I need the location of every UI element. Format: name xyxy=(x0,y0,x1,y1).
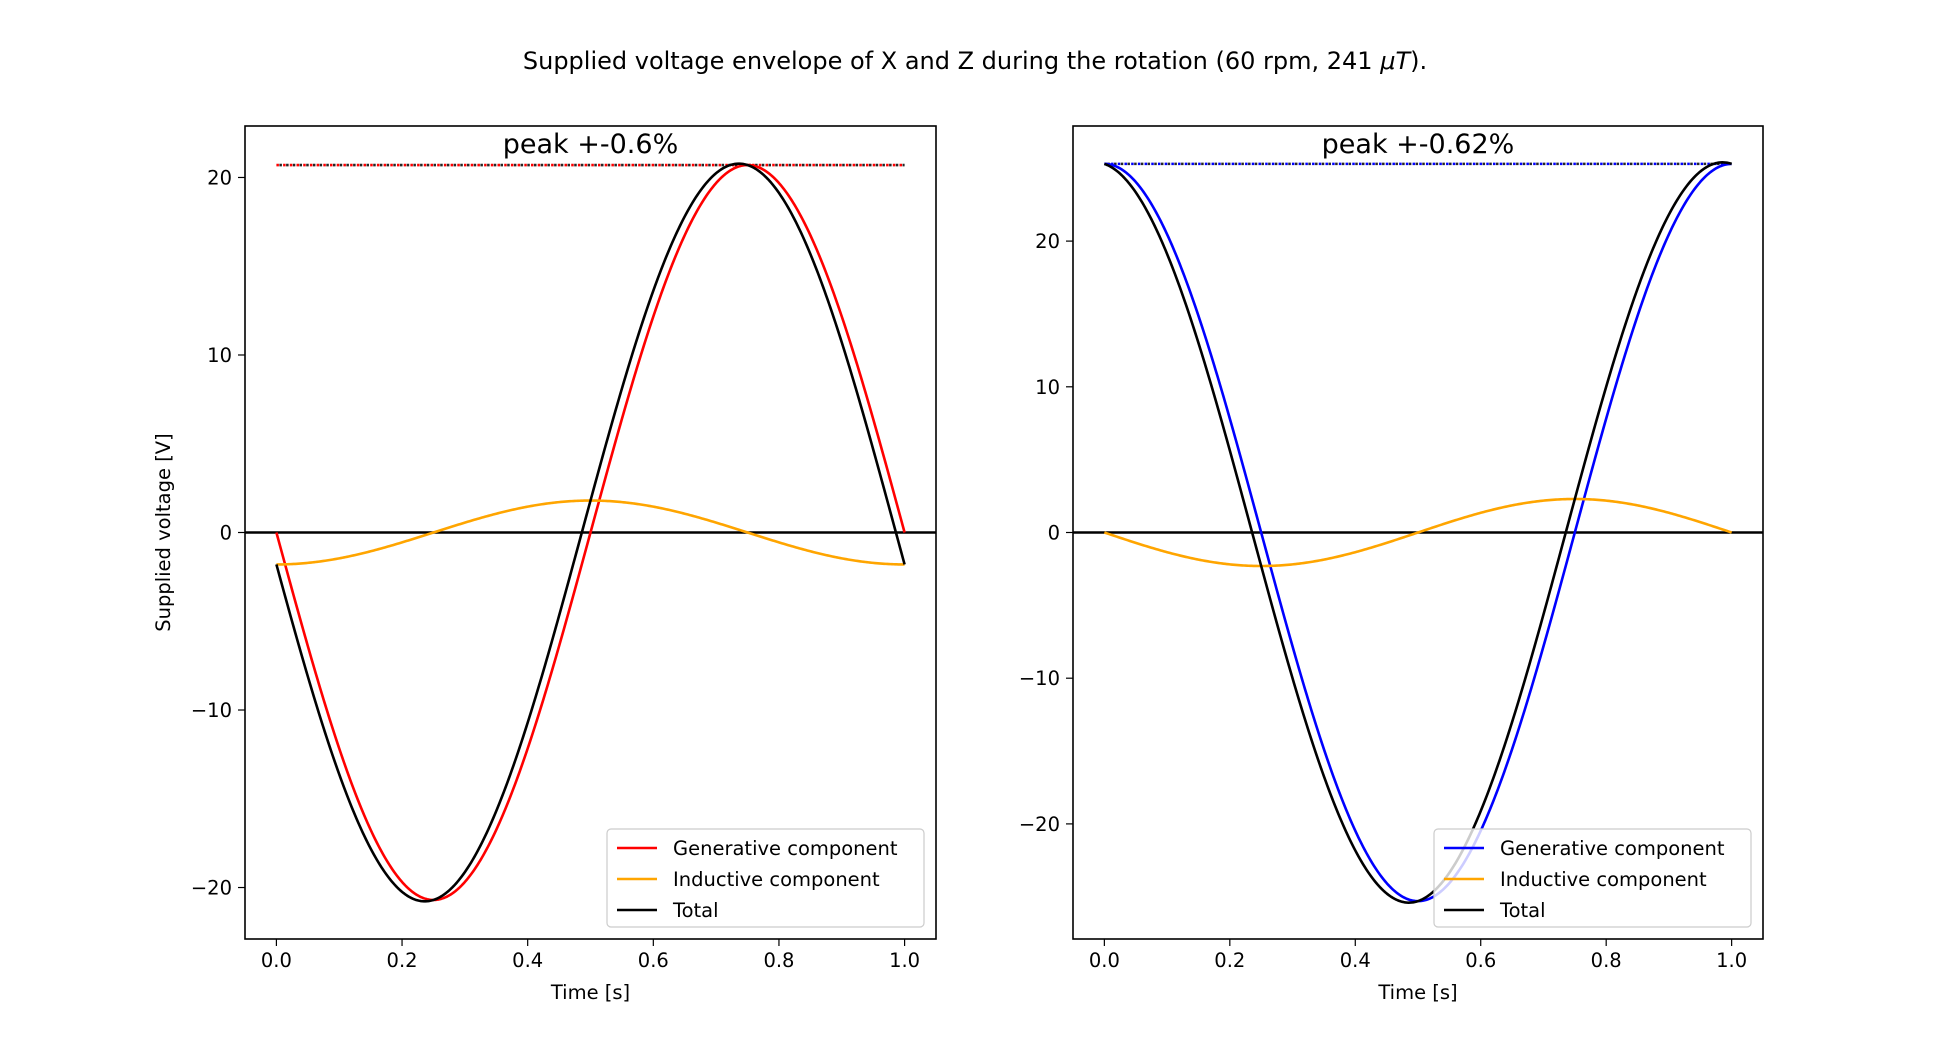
legend-box xyxy=(606,828,925,928)
x-tick-label: 0.2 xyxy=(1214,949,1245,972)
series-line-1 xyxy=(275,163,906,902)
series-line-2 xyxy=(1103,497,1733,568)
y-tick-label: 0 xyxy=(220,522,232,545)
legend-label: Generative component xyxy=(673,837,898,860)
legend-label: Inductive component xyxy=(673,868,880,891)
x-tick-label: 0.6 xyxy=(638,949,669,972)
legend: Generative component Inductive component T… xyxy=(606,828,925,928)
axes-frame xyxy=(1072,125,1764,940)
peak-annotation: peak +-0.6% xyxy=(503,129,678,160)
x-tick-label: 0.8 xyxy=(1591,949,1622,972)
axes-frame xyxy=(244,125,937,940)
x-tick-label: 0.4 xyxy=(1340,949,1371,972)
legend-box xyxy=(1433,828,1752,928)
legend-label: Inductive component xyxy=(1500,868,1707,891)
x-tick-label: 0.6 xyxy=(1465,949,1496,972)
x-tick-label: 0.0 xyxy=(1089,949,1120,972)
chart-panel-2: 0.0 0.2 0.4 0.6 0.8 1.0 −20 −10 0 10 20 Time [s] pea… xyxy=(1019,125,1764,1004)
legend-label: Total xyxy=(672,899,719,922)
x-tick-label: 0.8 xyxy=(763,949,794,972)
legend: Generative component Inductive component T… xyxy=(1433,828,1752,928)
x-tick-label: 0.4 xyxy=(512,949,543,972)
x-tick-label: 0.0 xyxy=(261,949,292,972)
legend-label: Total xyxy=(1499,899,1546,922)
x-axis-label: Time [s] xyxy=(550,981,630,1004)
y-tick-label: 10 xyxy=(207,344,232,367)
chart-panel-1: 0.0 0.2 0.4 0.6 0.8 1.0 −20 −10 0 10 20 Time [s] Sup… xyxy=(152,125,937,1004)
y-tick-label: 20 xyxy=(1035,230,1060,253)
x-tick-label: 1.0 xyxy=(1716,949,1747,972)
y-tick-label: −20 xyxy=(191,877,232,900)
series-line-3 xyxy=(275,162,906,903)
y-tick-label: −20 xyxy=(1019,813,1060,836)
peak-annotation: peak +-0.62% xyxy=(1322,129,1515,160)
plot-area xyxy=(245,162,936,903)
x-tick-label: 0.2 xyxy=(387,949,418,972)
y-tick-label: 0 xyxy=(1048,522,1060,545)
plot-area xyxy=(1073,161,1763,904)
figure-title: Supplied voltage envelope of X and Z dur… xyxy=(523,47,1427,75)
y-tick-label: −10 xyxy=(191,699,232,722)
legend-label: Generative component xyxy=(1500,837,1725,860)
x-axis-label: Time [s] xyxy=(1377,981,1457,1004)
series-line-3 xyxy=(1103,161,1733,904)
y-tick-label: 20 xyxy=(207,166,232,189)
y-tick-label: −10 xyxy=(1019,667,1060,690)
y-axis-label: Supplied voltage [V] xyxy=(152,433,175,632)
y-tick-label: 10 xyxy=(1035,376,1060,399)
x-tick-label: 1.0 xyxy=(889,949,920,972)
